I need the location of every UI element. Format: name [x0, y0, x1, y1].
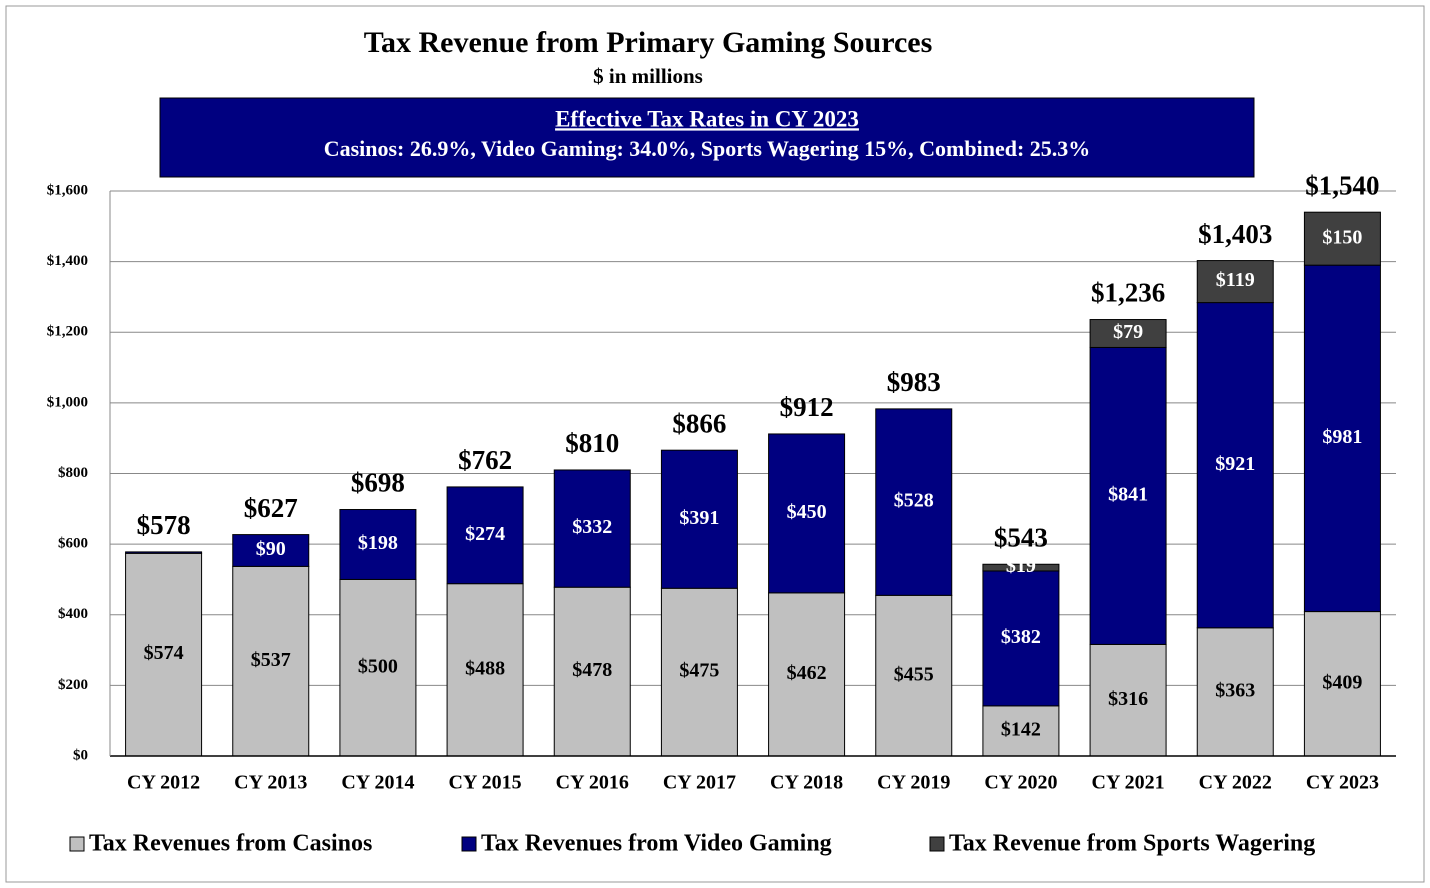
total-label: $578: [137, 510, 191, 540]
y-tick-label: $1,200: [47, 324, 88, 340]
total-label: $1,403: [1198, 219, 1272, 249]
x-tick-label: CY 2021: [1092, 772, 1165, 794]
chart-title: Tax Revenue from Primary Gaming Sources: [364, 26, 933, 59]
data-label: $981: [1322, 426, 1362, 448]
x-tick-label: CY 2013: [234, 772, 307, 794]
legend-label: Tax Revenues from Video Gaming: [481, 831, 832, 857]
data-label: $450: [787, 501, 827, 523]
data-label: $462: [787, 662, 827, 684]
annotation-text: Casinos: 26.9%, Video Gaming: 34.0%, Spo…: [324, 136, 1091, 161]
x-tick-label: CY 2016: [556, 772, 629, 794]
total-label: $543: [994, 522, 1048, 552]
data-label: $921: [1215, 453, 1255, 475]
legend-label: Tax Revenue from Sports Wagering: [949, 831, 1315, 857]
bar-segment: [982, 570, 1060, 707]
total-label: $983: [887, 367, 941, 397]
total-label: $762: [458, 445, 512, 475]
data-label: $363: [1215, 680, 1255, 702]
bar-segment: [1089, 319, 1167, 348]
bar-segment: [1196, 302, 1274, 629]
data-label: $142: [1001, 719, 1041, 741]
data-label: $528: [894, 490, 934, 512]
total-label: $698: [351, 468, 405, 498]
x-tick-label: CY 2022: [1199, 772, 1272, 794]
total-label: $627: [244, 493, 298, 523]
x-tick-label: CY 2019: [877, 772, 950, 794]
x-tick-label: CY 2018: [770, 772, 843, 794]
bar-segment: [1196, 260, 1274, 304]
bar-segment: [660, 449, 738, 589]
bar-segment: [768, 592, 846, 757]
y-tick-label: $400: [58, 606, 88, 622]
data-label: $90: [256, 538, 286, 560]
bar-segment: [768, 433, 846, 594]
data-label: $316: [1108, 688, 1148, 710]
x-tick-label: CY 2017: [663, 772, 736, 794]
y-tick-label: $1,000: [47, 394, 88, 410]
data-label: $332: [572, 516, 612, 538]
bar-segment: [982, 563, 1060, 572]
bar-segment: [553, 469, 631, 588]
total-label: $1,236: [1091, 278, 1165, 308]
data-label: $382: [1001, 626, 1041, 648]
bar-segment: [553, 586, 631, 757]
x-tick-label: CY 2012: [127, 772, 200, 794]
y-tick-label: $1,600: [47, 182, 88, 198]
y-tick-label: $600: [58, 536, 88, 552]
bar-segment: [875, 408, 953, 596]
bar-segment: [1196, 627, 1274, 757]
bar-segment: [660, 587, 738, 757]
data-label: $537: [251, 649, 291, 671]
data-label: $409: [1322, 671, 1362, 693]
bar-segment: [1089, 643, 1167, 757]
bar-segment: [1303, 264, 1381, 613]
bar-segment: [1089, 346, 1167, 645]
bar-segment: [446, 486, 524, 585]
y-tick-label: $800: [58, 465, 88, 481]
legend-swatch: [929, 836, 945, 852]
legend-swatch: [69, 836, 85, 852]
chart-subtitle: $ in millions: [593, 64, 703, 88]
bar-segment: [446, 583, 524, 757]
data-label: $475: [679, 660, 719, 682]
total-label: $1,540: [1305, 170, 1379, 200]
data-label: $150: [1322, 226, 1362, 248]
data-label: $574: [144, 642, 184, 664]
x-tick-label: CY 2014: [341, 772, 414, 794]
data-label: $119: [1216, 269, 1255, 291]
total-label: $912: [780, 392, 834, 422]
x-tick-label: CY 2020: [984, 772, 1057, 794]
y-tick-label: $0: [73, 747, 88, 763]
data-label: $391: [679, 507, 719, 529]
y-tick-label: $200: [58, 677, 88, 693]
data-label: $274: [465, 523, 505, 545]
bar-segment: [125, 551, 203, 554]
data-label: $488: [465, 657, 505, 679]
total-label: $810: [565, 428, 619, 458]
y-tick-label: $1,400: [47, 253, 88, 269]
bar-segment: [875, 594, 953, 757]
bar-segment: [982, 705, 1060, 757]
total-label: $866: [672, 408, 726, 438]
legend-swatch: [461, 836, 477, 852]
data-label: $500: [358, 655, 398, 677]
data-label: $455: [894, 663, 934, 685]
x-tick-label: CY 2023: [1306, 772, 1379, 794]
bar-segment: [339, 578, 417, 757]
data-label: $478: [572, 659, 612, 681]
legend-label: Tax Revenues from Casinos: [89, 831, 372, 857]
x-tick-label: CY 2015: [449, 772, 522, 794]
bar-segment: [232, 534, 310, 567]
data-label: $19: [1006, 555, 1036, 577]
data-label: $79: [1113, 321, 1143, 343]
bar-segment: [339, 509, 417, 580]
data-label: $841: [1108, 484, 1148, 506]
bar-segment: [1303, 211, 1381, 266]
annotation-box: [159, 97, 1255, 178]
annotation-title: Effective Tax Rates in CY 2023: [555, 106, 859, 131]
data-label: $198: [358, 532, 398, 554]
